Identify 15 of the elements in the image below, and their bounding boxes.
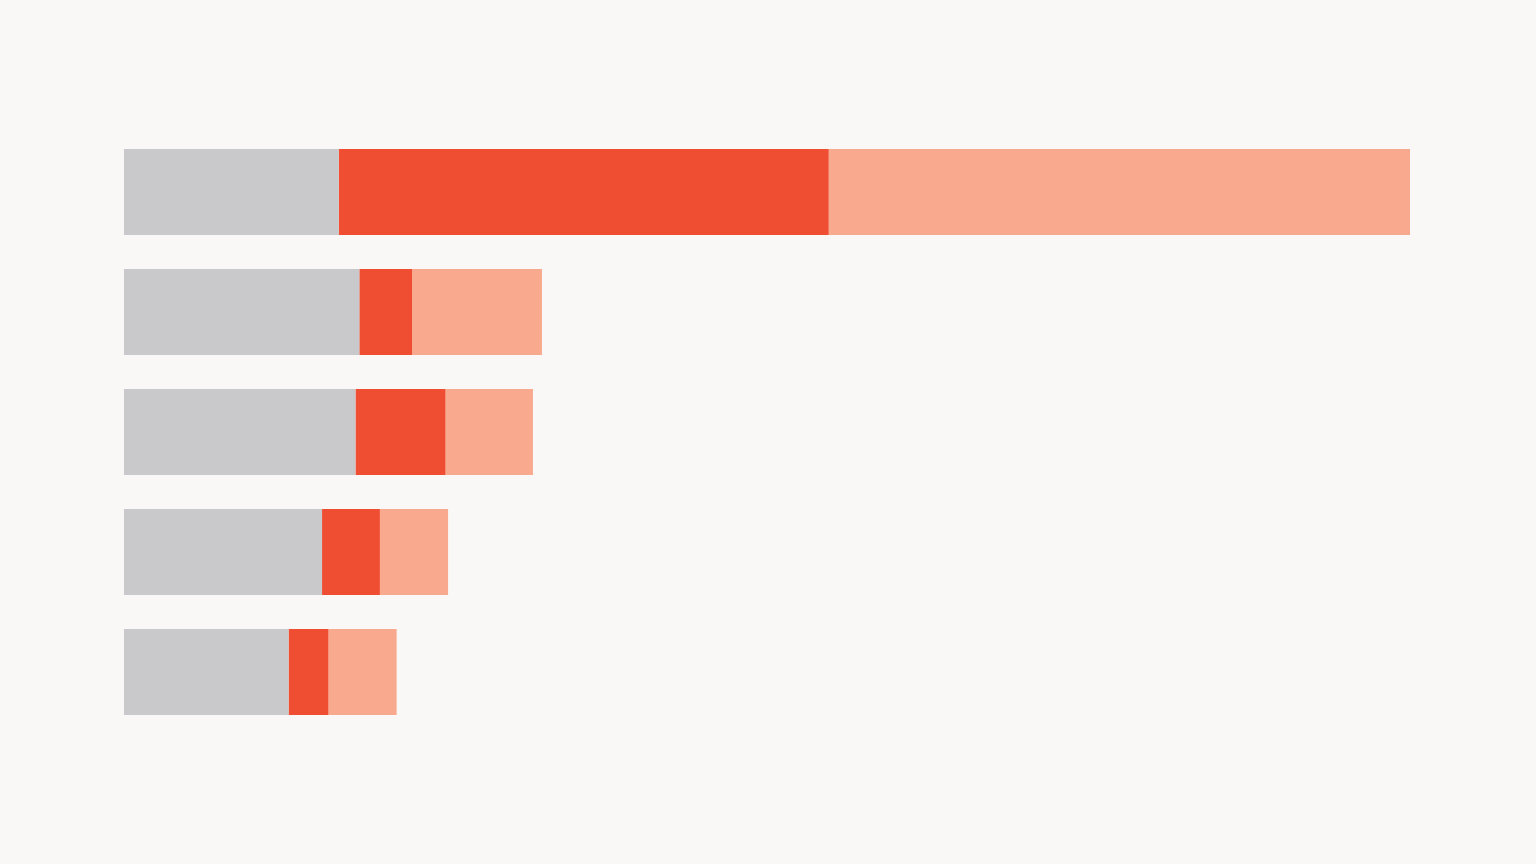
bar: [359, 268, 413, 356]
bar: [322, 508, 380, 596]
bar: [355, 388, 446, 476]
bar: [124, 388, 356, 476]
bar: [445, 388, 533, 476]
bar: [328, 628, 397, 716]
bar: [124, 148, 339, 236]
bar: [412, 268, 542, 356]
bar: [288, 628, 329, 716]
bar: [379, 508, 449, 596]
bar: [338, 148, 829, 236]
bar: [828, 148, 1410, 236]
bar: [124, 628, 289, 716]
bar: [124, 268, 360, 356]
bar: [124, 508, 323, 596]
